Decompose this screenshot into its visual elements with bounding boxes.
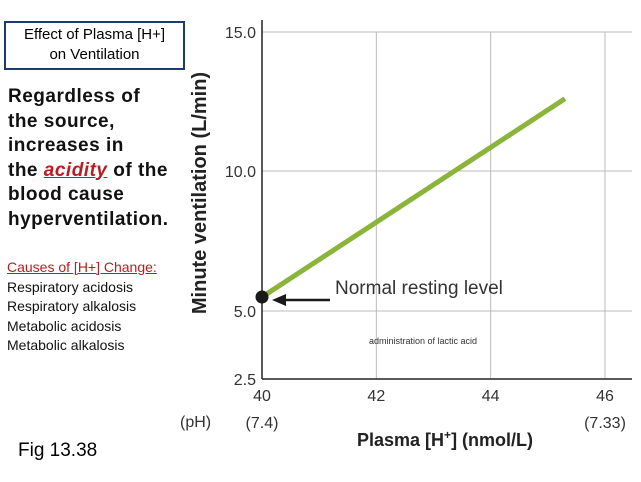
ph-tick-label: (7.33): [584, 415, 626, 432]
y-tick-label: 15.0: [225, 25, 256, 42]
y-tick-label: 5.0: [234, 304, 256, 321]
y-axis-label: Minute ventilation (L/min): [189, 72, 211, 314]
x-axis-label-main: Plasma [H: [357, 430, 444, 450]
cause-item: Respiratory alkalosis: [7, 298, 137, 314]
axes: [261, 20, 632, 380]
body-line-3: increases in: [8, 135, 124, 156]
x-tick-label: 42: [367, 388, 385, 405]
ventilation-series-line: [260, 96, 567, 300]
ph-label: (pH): [180, 414, 211, 431]
body-acidity-word: acidity: [43, 159, 108, 181]
causes-list: Causes of [H+] Change: Respiratory acido…: [7, 258, 157, 356]
slide-body-text: Regardless of the source, increases in t…: [8, 85, 193, 232]
slide-title-line-2: on Ventilation: [49, 46, 140, 63]
cause-item: Metabolic alkalosis: [7, 337, 125, 353]
x-axis-label-sup: +: [444, 428, 451, 442]
figure-label: Fig 13.38: [18, 440, 98, 461]
y-tick-label: 10.0: [225, 164, 256, 181]
x-axis-label-tail: ] (nmol/L): [451, 430, 533, 450]
slide-title-line-1: Effect of Plasma [H+]: [23, 26, 166, 43]
y-tick-label: 2.5: [234, 372, 256, 389]
x-tick-label: 44: [482, 388, 500, 405]
cause-item: Respiratory acidosis: [7, 278, 134, 295]
body-acidity-pre: the: [8, 159, 44, 181]
ph-tick-label: (7.4): [246, 415, 279, 432]
annotation-normal-resting-level: Normal resting level: [335, 278, 503, 299]
body-acidity-post: of the: [107, 159, 168, 181]
tick-labels: 40 42 44 46 (7.4) (7.33) 2.5 5.0 10.0 15.0: [225, 25, 626, 432]
body-line-6: hyperventilation.: [8, 208, 169, 230]
slide-title-box: Effect of Plasma [H+] on Ventilation: [4, 21, 185, 70]
body-line-5: blood cause: [8, 184, 125, 205]
body-line-1: Regardless of: [8, 86, 141, 107]
annotation-lactic-acid: administration of lactic acid: [369, 336, 477, 346]
body-line-4: the acidity of the: [8, 159, 193, 184]
resting-level-arrow-head: [272, 294, 286, 306]
cause-item: Metabolic acidosis: [7, 317, 122, 334]
x-tick-label: 46: [596, 388, 614, 405]
x-tick-label: 40: [253, 388, 271, 405]
series: [255, 96, 567, 306]
gridlines: [262, 31, 632, 379]
x-axis-label: Plasma [H+] (nmol/L): [357, 428, 533, 450]
resting-point-marker: [255, 290, 269, 304]
causes-heading: Causes of [H+] Change:: [7, 259, 157, 275]
body-line-2: the source,: [8, 110, 115, 132]
